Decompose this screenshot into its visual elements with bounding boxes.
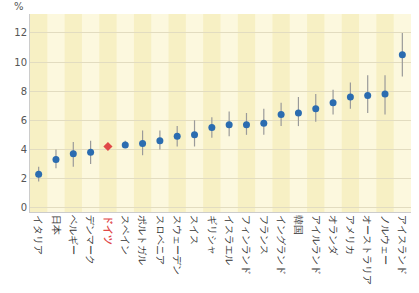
svg-text:オランダ: オランダ (328, 215, 339, 256)
svg-text:スイス: スイス (189, 215, 200, 245)
svg-text:日本: 日本 (51, 215, 62, 235)
svg-text:韓国: 韓国 (293, 215, 304, 235)
svg-text:スウェーデン: スウェーデン (172, 215, 183, 275)
svg-text:ドイツ: ドイツ (103, 215, 114, 245)
svg-text:アメリカ: アメリカ (345, 215, 356, 255)
svg-text:イタリア: イタリア (33, 215, 44, 255)
svg-text:4: 4 (21, 144, 27, 155)
svg-text:6: 6 (21, 115, 27, 126)
svg-text:イスラエル: イスラエル (224, 215, 235, 265)
svg-text:フランス: フランス (259, 215, 270, 255)
svg-text:スロベニア: スロベニア (155, 215, 166, 265)
svg-text:オーストラリア: オーストラリア (362, 215, 373, 285)
svg-text:0: 0 (21, 202, 27, 213)
svg-text:ノルウェー: ノルウェー (380, 215, 391, 265)
svg-text:ギリシャ: ギリシャ (207, 215, 218, 255)
svg-text:アイルランド: アイルランド (311, 215, 322, 275)
svg-text:ベルギー: ベルギー (68, 215, 79, 255)
svg-text:2: 2 (21, 173, 27, 184)
svg-text:8: 8 (21, 86, 27, 97)
svg-text:ポルトガル: ポルトガル (137, 215, 148, 265)
svg-text:アイスランド: アイスランド (397, 215, 408, 275)
svg-text:イングランド: イングランド (276, 215, 287, 275)
svg-text:スペイン: スペイン (120, 215, 131, 255)
svg-text:デンマーク: デンマーク (85, 215, 96, 265)
svg-text:フィンランド: フィンランド (241, 215, 252, 275)
svg-text:12: 12 (14, 27, 27, 38)
svg-text:%: % (14, 1, 24, 12)
svg-text:10: 10 (14, 57, 27, 68)
